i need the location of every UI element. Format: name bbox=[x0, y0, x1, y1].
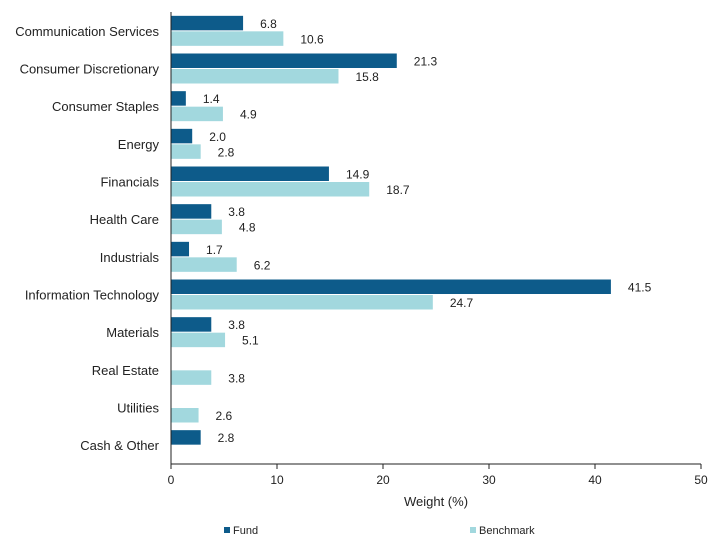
bar-benchmark bbox=[171, 332, 226, 348]
x-axis: 0 10 20 30 40 50 bbox=[168, 12, 708, 487]
data-label-benchmark: 6.2 bbox=[254, 258, 271, 272]
bar-benchmark bbox=[171, 408, 199, 423]
x-tick-label: 0 bbox=[168, 473, 175, 487]
category-label: Real Estate bbox=[92, 363, 159, 378]
bar-benchmark bbox=[171, 295, 433, 310]
x-tick-label: 30 bbox=[482, 473, 496, 487]
value-labels: 6.810.621.315.81.44.92.02.814.918.73.84.… bbox=[203, 17, 652, 445]
data-label-fund: 2.0 bbox=[209, 130, 226, 144]
bar-benchmark bbox=[171, 370, 212, 385]
bar-benchmark bbox=[171, 144, 201, 159]
data-label-fund: 21.3 bbox=[414, 55, 438, 69]
bar-benchmark bbox=[171, 69, 339, 84]
x-tick-label: 50 bbox=[694, 473, 708, 487]
category-label: Health Care bbox=[90, 212, 159, 227]
data-label-benchmark: 4.8 bbox=[239, 221, 256, 235]
data-label-benchmark: 5.1 bbox=[242, 334, 259, 348]
legend-label-fund: Fund bbox=[233, 525, 258, 537]
bar-fund bbox=[171, 53, 397, 68]
category-label: Consumer Staples bbox=[52, 99, 159, 114]
bar-benchmark bbox=[171, 182, 370, 197]
data-label-benchmark: 4.9 bbox=[240, 108, 257, 122]
category-label: Consumer Discretionary bbox=[20, 62, 160, 77]
data-label-fund: 41.5 bbox=[628, 281, 652, 295]
data-label-benchmark: 18.7 bbox=[386, 183, 410, 197]
bar-fund bbox=[171, 430, 201, 445]
bar-marks bbox=[171, 15, 611, 445]
legend-swatch-benchmark bbox=[470, 527, 476, 533]
category-label: Financials bbox=[100, 175, 159, 190]
x-tick-label: 20 bbox=[376, 473, 390, 487]
data-label-fund: 3.8 bbox=[228, 205, 245, 219]
data-label-fund: 14.9 bbox=[346, 168, 370, 182]
data-label-fund: 3.8 bbox=[228, 318, 245, 332]
category-label: Energy bbox=[118, 137, 160, 152]
x-tick-label: 40 bbox=[588, 473, 602, 487]
bar-fund bbox=[171, 91, 186, 106]
bar-benchmark bbox=[171, 106, 223, 122]
category-label: Industrials bbox=[100, 250, 160, 265]
bar-benchmark bbox=[171, 31, 284, 46]
data-label-fund: 6.8 bbox=[260, 17, 277, 31]
bar-fund bbox=[171, 128, 193, 144]
data-label-benchmark: 10.6 bbox=[300, 32, 324, 46]
bar-fund bbox=[171, 279, 611, 294]
bar-fund bbox=[171, 166, 329, 181]
x-tick-label: 10 bbox=[270, 473, 284, 487]
legend-label-benchmark: Benchmark bbox=[479, 525, 535, 537]
data-label-benchmark: 15.8 bbox=[355, 70, 379, 84]
data-label-benchmark: 3.8 bbox=[228, 371, 245, 385]
category-label: Cash & Other bbox=[80, 438, 159, 453]
bar-benchmark bbox=[171, 257, 237, 272]
category-label: Materials bbox=[106, 325, 159, 340]
bar-fund bbox=[171, 15, 244, 31]
data-label-benchmark: 24.7 bbox=[450, 296, 474, 310]
data-label-fund: 1.7 bbox=[206, 243, 223, 257]
x-axis-title: Weight (%) bbox=[404, 494, 468, 509]
bar-fund bbox=[171, 241, 190, 257]
bar-fund bbox=[171, 317, 212, 332]
data-label-benchmark: 2.6 bbox=[216, 409, 233, 423]
data-label-benchmark: 2.8 bbox=[218, 145, 235, 159]
data-label-fund: 2.8 bbox=[218, 431, 235, 445]
legend: Fund Benchmark bbox=[224, 525, 535, 537]
legend-swatch-fund bbox=[224, 527, 230, 533]
category-label: Information Technology bbox=[25, 288, 160, 303]
bar-fund bbox=[171, 204, 212, 219]
data-label-fund: 1.4 bbox=[203, 92, 220, 106]
category-label: Utilities bbox=[117, 401, 159, 416]
category-label: Communication Services bbox=[15, 24, 159, 39]
bar-benchmark bbox=[171, 219, 222, 235]
category-labels: Communication Services Consumer Discretio… bbox=[15, 24, 159, 453]
